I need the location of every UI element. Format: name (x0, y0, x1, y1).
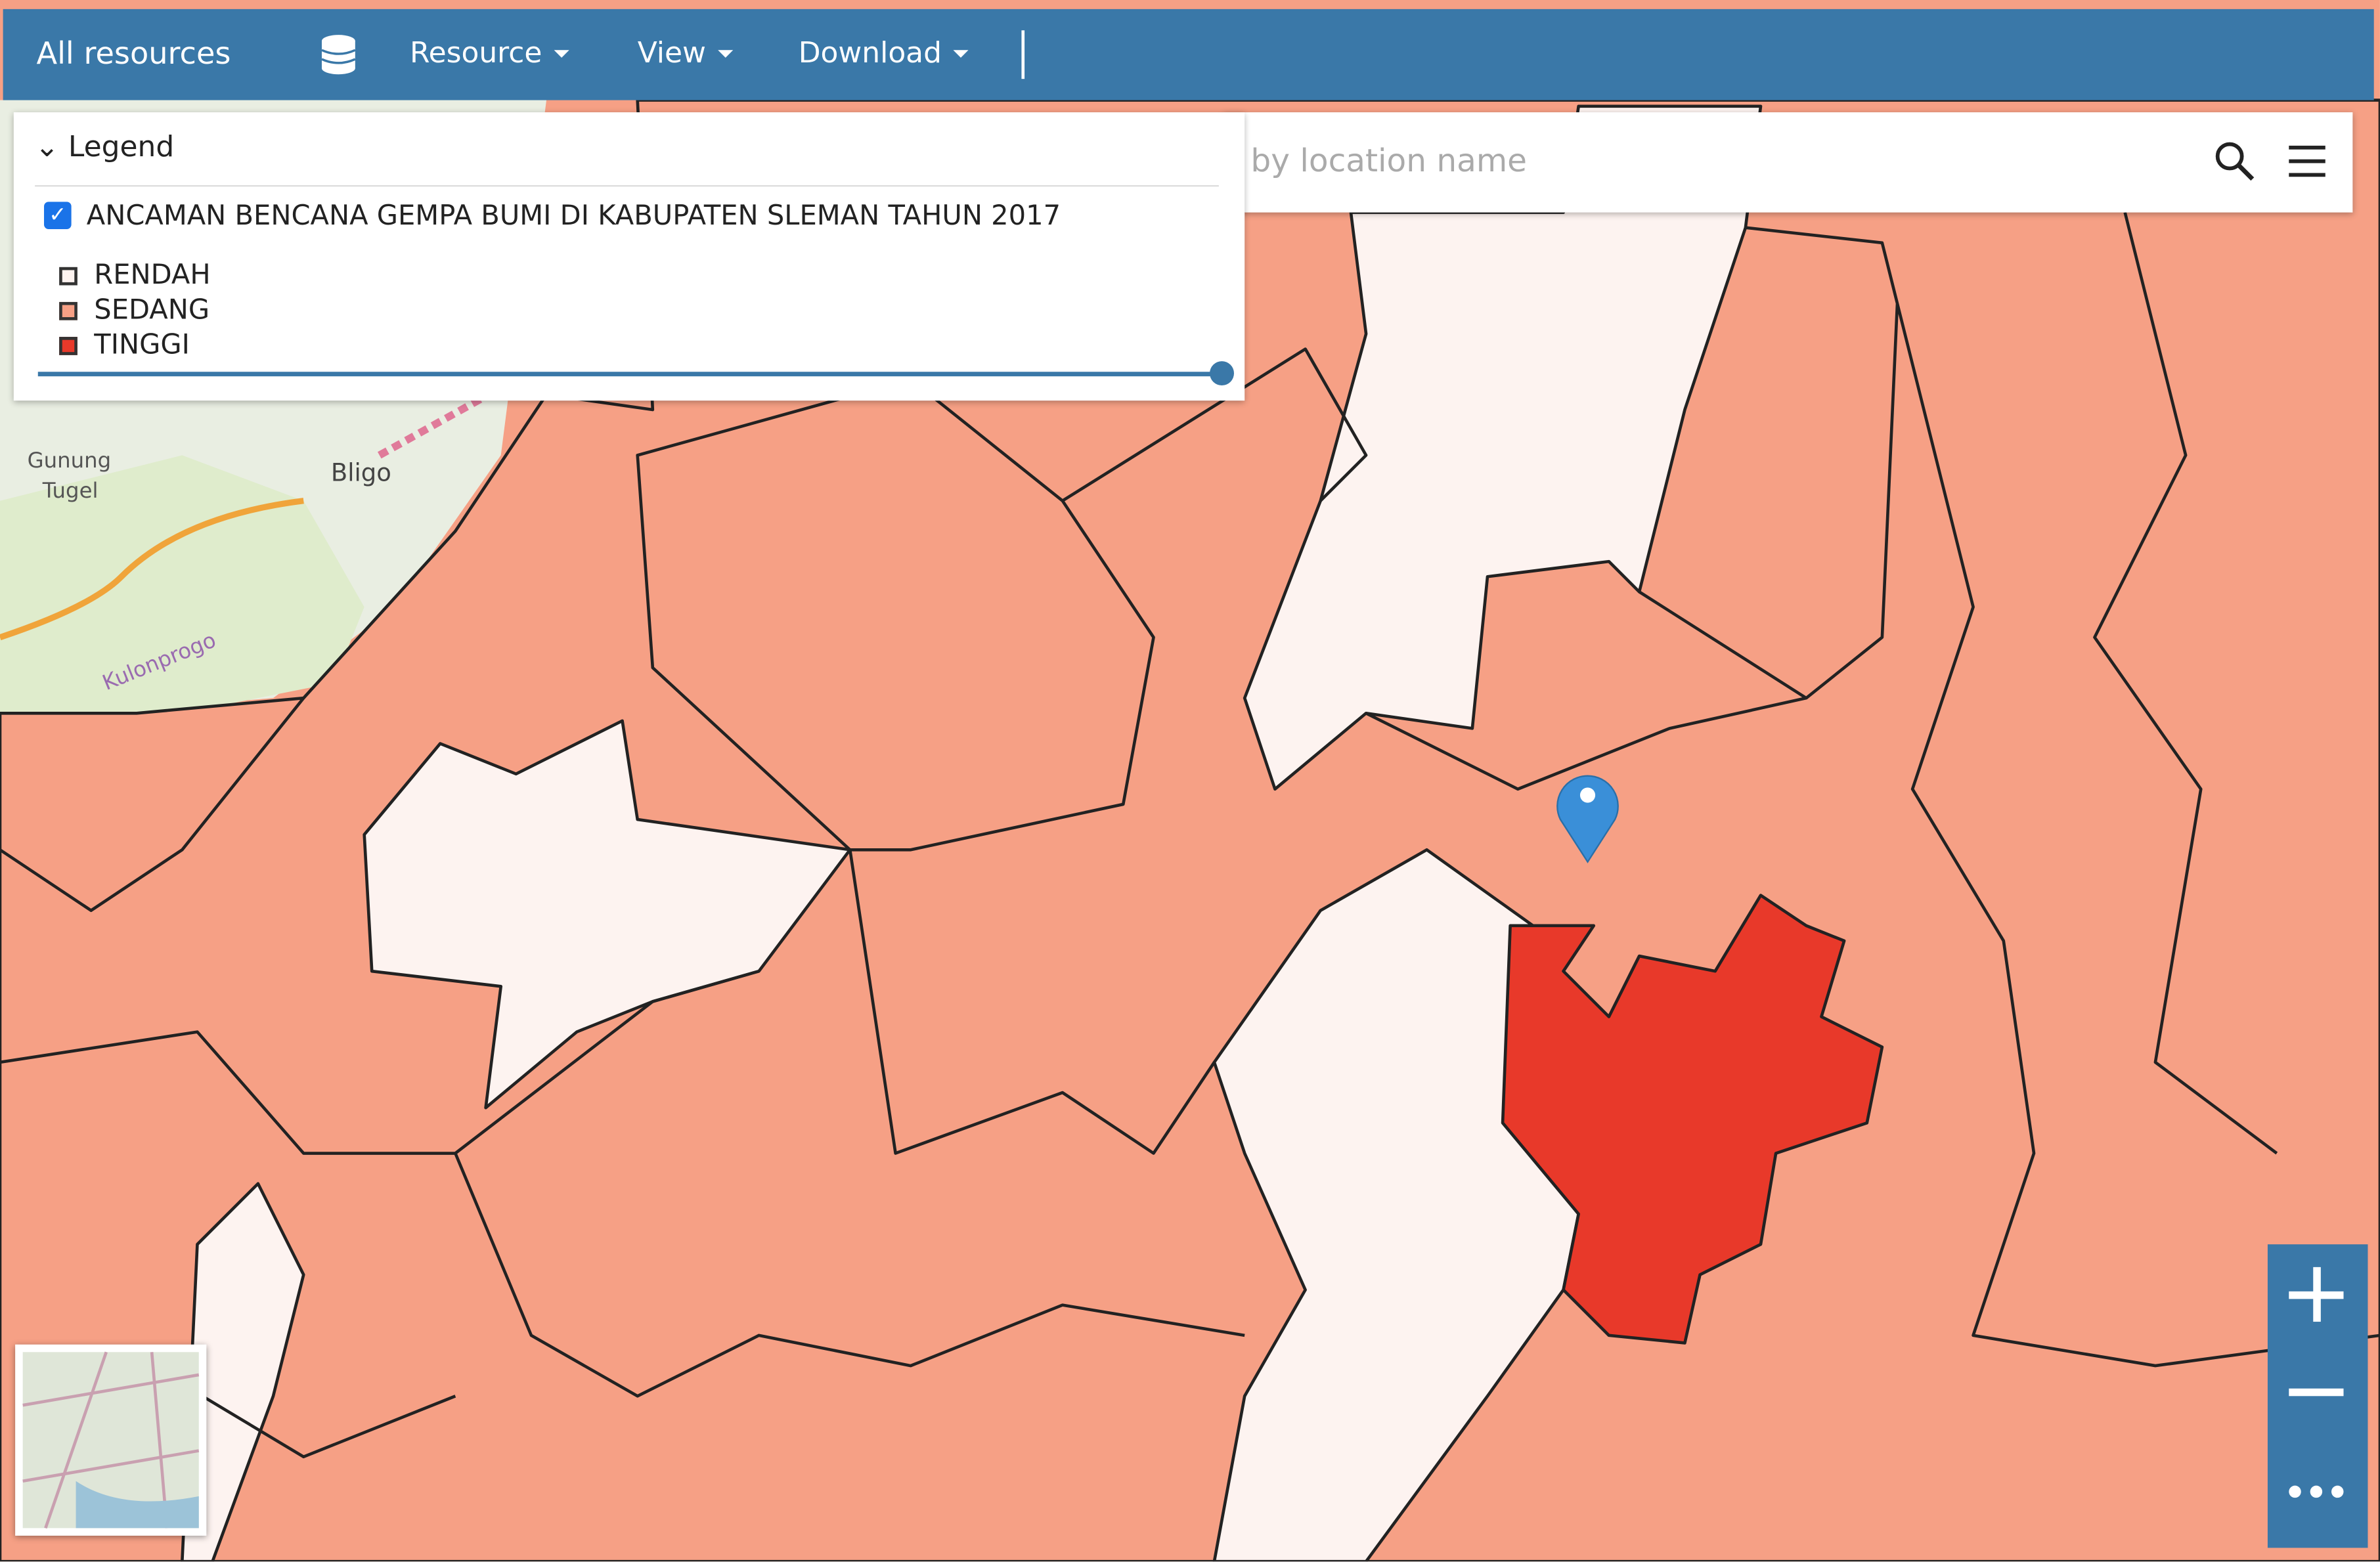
basemap-green (0, 455, 364, 714)
basemap-road (0, 498, 304, 641)
zoom-icons (2289, 1267, 2344, 1498)
legend-item: SEDANG (59, 293, 211, 328)
menu-button[interactable]: Download (799, 9, 969, 97)
menu-label: Download (798, 36, 942, 70)
region (0, 98, 2380, 1562)
divider (35, 184, 1219, 187)
layer-title: ANCAMAN BENCANA GEMPA BUMI DI KABUPATEN … (86, 200, 1061, 232)
catalog-icon[interactable] (319, 33, 358, 76)
region-low (1243, 104, 1763, 791)
toolbar-title[interactable]: All resources (36, 35, 231, 72)
slider-handle[interactable] (1210, 361, 1235, 386)
layer-checkbox[interactable]: ✓ (44, 202, 72, 229)
separator (1021, 30, 1025, 79)
search-placeholder: by location name (1250, 142, 1528, 179)
zoom-in[interactable] (2289, 1267, 2344, 1322)
map-marker[interactable] (1556, 775, 1619, 863)
menu-label: View (637, 36, 706, 70)
region-high (1501, 894, 1884, 1345)
more-tools[interactable] (2289, 1485, 2344, 1498)
legend-items: RENDAH SEDANG TINGGI (59, 258, 211, 362)
region-low (363, 719, 852, 1110)
legend-panel: ⌄ Legend ✓ ANCAMAN BENCANA GEMPA BUMI DI… (13, 112, 1245, 401)
search-box[interactable]: by location name (1223, 112, 2353, 213)
menu-button[interactable]: View (638, 9, 734, 97)
zoom-out[interactable] (2289, 1388, 2344, 1397)
toolbar: All resources Resource View Download (3, 9, 2374, 100)
map-controls (2267, 1244, 2368, 1548)
legend-swatch (59, 301, 77, 320)
legend-swatch (59, 266, 77, 285)
legend-heading: Legend (68, 130, 175, 164)
menu-label: Resource (410, 36, 542, 70)
overview-image (22, 1351, 200, 1529)
legend-label: SEDANG (94, 294, 210, 326)
legend-item: RENDAH (59, 258, 211, 293)
region-low (181, 1182, 305, 1562)
search-icon[interactable] (2213, 140, 2259, 185)
overview-map[interactable] (15, 1344, 207, 1536)
legend-toggle[interactable]: ⌄ Legend (35, 130, 175, 164)
place-label: Gunung (28, 448, 112, 473)
menu-button[interactable]: Resource (410, 9, 570, 97)
legend-swatch (59, 336, 77, 355)
menu-icon[interactable] (2286, 142, 2329, 182)
legend-label: TINGGI (94, 329, 190, 362)
legend-label: RENDAH (94, 259, 211, 292)
legend-item: TINGGI (59, 328, 211, 362)
opacity-slider[interactable] (37, 372, 1225, 377)
place-label: Tugel (42, 478, 99, 503)
place-label: Bligo (331, 459, 391, 487)
